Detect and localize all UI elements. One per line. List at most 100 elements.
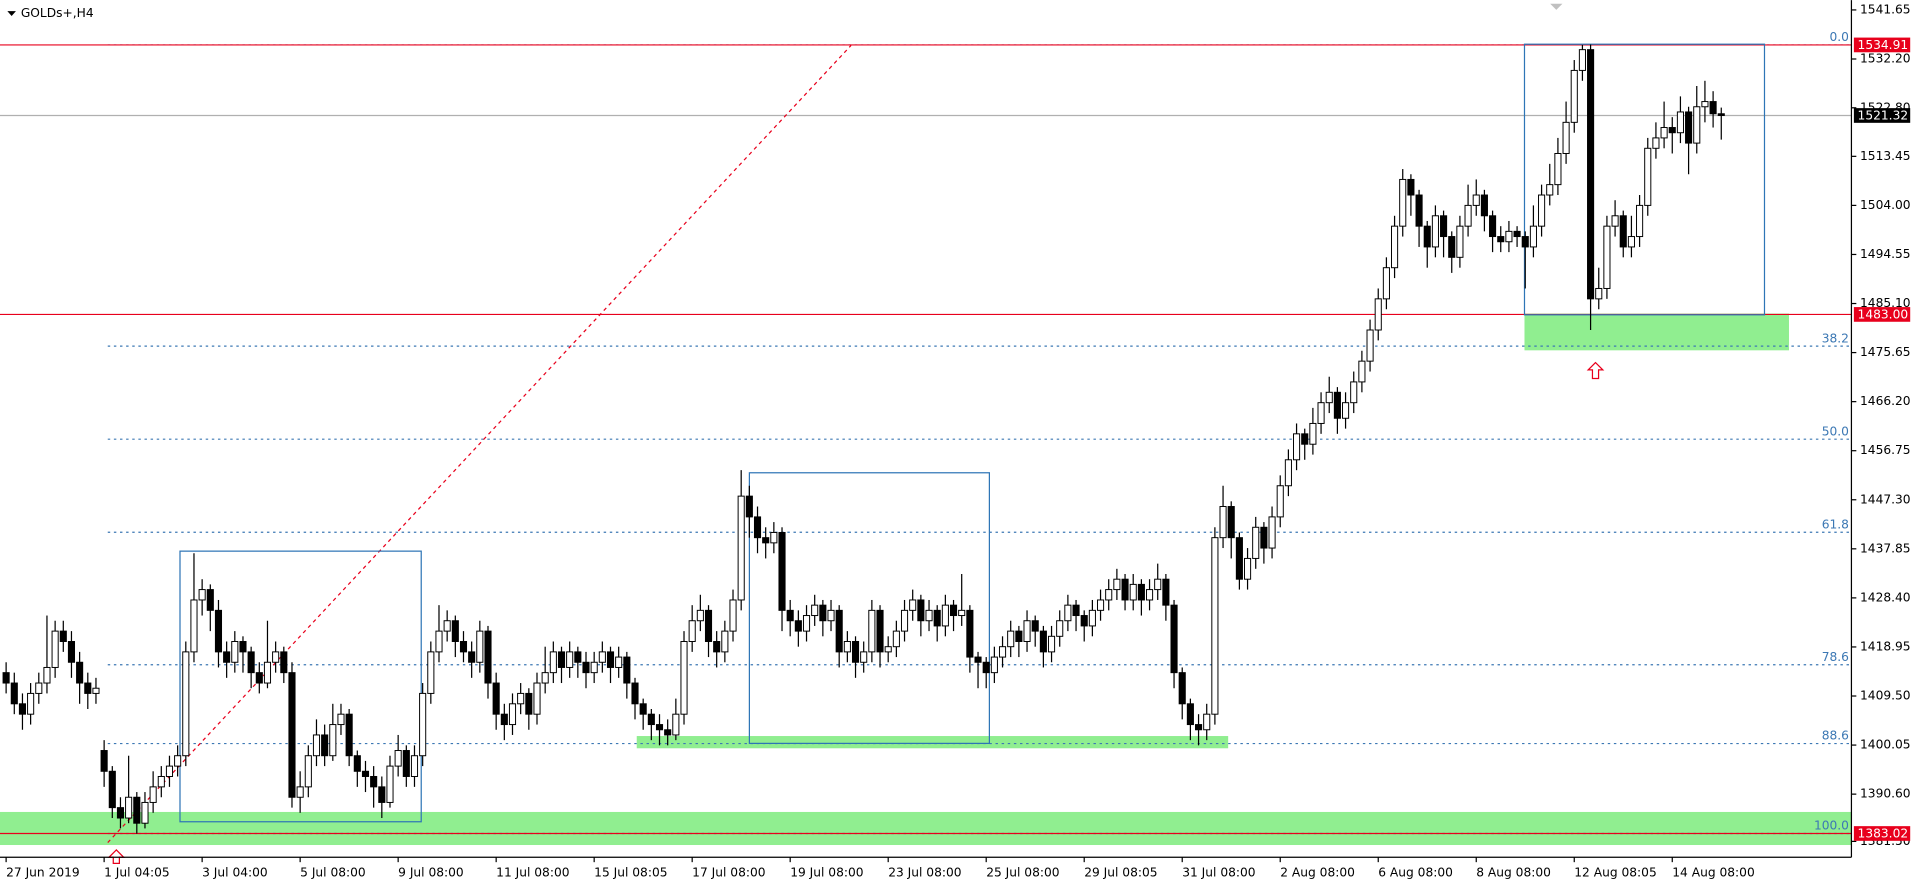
candle-body [884, 646, 892, 653]
candle-body [1088, 609, 1096, 627]
candle-body [1587, 49, 1595, 300]
range-box [748, 472, 990, 744]
candle-body [1203, 713, 1211, 731]
candle-body [1636, 204, 1644, 238]
y-tick-label: 1475.65 [1860, 345, 1911, 359]
candle-body [1366, 329, 1374, 362]
candle-body [1325, 391, 1333, 404]
candle-body [1717, 113, 1725, 116]
candle-body [1195, 724, 1203, 731]
candle-body [410, 755, 419, 777]
x-tick-label: 3 Jul 04:00 [202, 866, 268, 880]
candle-body [214, 609, 223, 653]
candle-body [517, 692, 525, 705]
candle-body [1072, 604, 1080, 617]
candle-body [345, 713, 353, 757]
fib-label: 78.6 [1822, 650, 1849, 664]
candle-body [263, 661, 272, 684]
candle-body [1709, 101, 1717, 115]
candle-body [1431, 215, 1439, 248]
candle-body [525, 692, 533, 715]
candle-body [1578, 49, 1586, 71]
candle-body [198, 589, 206, 601]
candle-body [1489, 215, 1497, 238]
candle-body [125, 796, 133, 819]
candle-body [84, 682, 92, 694]
x-tick-label: 8 Aug 08:00 [1476, 866, 1551, 880]
x-tick-label: 6 Aug 08:00 [1378, 866, 1453, 880]
candle-body [892, 630, 900, 648]
candle-body [76, 661, 84, 684]
candle-body [1276, 485, 1284, 518]
candle-body [108, 770, 116, 809]
candle-body [165, 765, 174, 777]
candle-body [762, 537, 770, 544]
candle-body [141, 801, 149, 824]
candle-body [1562, 121, 1570, 154]
candle-body [1252, 526, 1260, 559]
candle-body [598, 651, 606, 663]
x-tick-label: 9 Jul 08:00 [398, 866, 464, 880]
fib-label: 88.6 [1822, 729, 1849, 743]
candle-body [419, 692, 427, 757]
candle-body [1554, 152, 1562, 186]
x-tick-label: 25 Jul 08:00 [986, 866, 1059, 880]
candle-body [557, 651, 566, 668]
candle-body [606, 651, 615, 668]
candle-body [639, 703, 647, 715]
candle-body [133, 796, 141, 824]
candle-body [574, 651, 582, 663]
candle-body [566, 651, 574, 668]
candle-body [615, 656, 623, 668]
candle-body [631, 682, 639, 705]
candle-body [1145, 589, 1154, 601]
candle-body [1676, 111, 1684, 134]
candle-body [51, 630, 59, 668]
x-tick-label: 29 Jul 08:05 [1084, 866, 1157, 880]
candle-body [974, 656, 982, 663]
levels: 0.0 38.2 50.0 61.8 78.6 88.6 100.0 [0, 30, 1852, 835]
candle-body [468, 651, 476, 663]
candle-body [1333, 391, 1341, 419]
candle-body [819, 604, 827, 622]
candle-body [1293, 433, 1301, 461]
price-badge [1853, 307, 1911, 322]
y-tick-label: 1400.05 [1860, 738, 1911, 752]
candle-body [394, 750, 402, 767]
zones [0, 313, 1852, 846]
candle-body [1309, 422, 1317, 445]
candle-body [272, 651, 280, 663]
candle-body [1529, 225, 1537, 248]
candle-body [174, 755, 182, 767]
candle-body [541, 672, 549, 684]
candle-body [745, 495, 753, 518]
y-tick-label: 1532.20 [1860, 51, 1911, 65]
candle-body [1235, 537, 1243, 580]
candle-body [484, 630, 492, 684]
candle-body [1374, 298, 1382, 331]
candle-body [59, 630, 67, 642]
candle-body [500, 713, 508, 726]
candle-body [337, 713, 345, 726]
candle-body [1619, 215, 1627, 248]
candle-body [206, 589, 214, 611]
x-tick-label: 11 Jul 08:00 [496, 866, 569, 880]
candle-body [43, 666, 51, 684]
candle-body [876, 609, 884, 653]
candle-body [1497, 236, 1505, 243]
candle-body [778, 531, 786, 611]
x-tick-label: 5 Jul 08:00 [300, 866, 366, 880]
candle-body [1595, 287, 1603, 300]
candle-body [802, 615, 811, 632]
y-tick-label: 1428.40 [1860, 590, 1911, 604]
candle-body [1317, 402, 1325, 424]
candle-body [149, 786, 157, 803]
candle-body [67, 641, 76, 663]
candle-body [1080, 615, 1088, 627]
y-tick-label: 1390.60 [1860, 787, 1911, 801]
x-tick-label: 19 Jul 08:00 [790, 866, 863, 880]
price-badge [1853, 37, 1911, 53]
price-label: 1534.91 [1858, 38, 1909, 52]
candle-body [427, 651, 435, 694]
candle-body [811, 604, 819, 617]
